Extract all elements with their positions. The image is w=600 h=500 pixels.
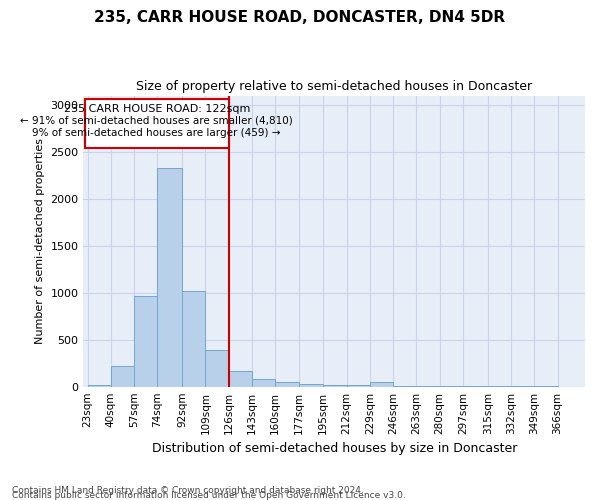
Bar — [85, 100, 229, 148]
Bar — [299, 384, 323, 386]
Text: 9% of semi-detached houses are larger (459) →: 9% of semi-detached houses are larger (4… — [32, 128, 281, 138]
Bar — [157, 168, 182, 386]
Bar — [275, 382, 299, 386]
Bar — [182, 291, 205, 386]
Bar — [205, 350, 229, 387]
Text: 235 CARR HOUSE ROAD: 122sqm: 235 CARR HOUSE ROAD: 122sqm — [64, 104, 250, 114]
Bar — [88, 385, 111, 386]
Text: 235, CARR HOUSE ROAD, DONCASTER, DN4 5DR: 235, CARR HOUSE ROAD, DONCASTER, DN4 5DR — [94, 10, 506, 25]
Text: Contains public sector information licensed under the Open Government Licence v3: Contains public sector information licen… — [12, 491, 406, 500]
Text: Contains HM Land Registry data © Crown copyright and database right 2024.: Contains HM Land Registry data © Crown c… — [12, 486, 364, 495]
Bar — [111, 366, 134, 386]
Bar — [134, 296, 157, 386]
Bar — [252, 379, 275, 386]
Bar — [323, 385, 347, 386]
Y-axis label: Number of semi-detached properties: Number of semi-detached properties — [35, 138, 45, 344]
Bar — [370, 382, 393, 386]
X-axis label: Distribution of semi-detached houses by size in Doncaster: Distribution of semi-detached houses by … — [152, 442, 517, 455]
Title: Size of property relative to semi-detached houses in Doncaster: Size of property relative to semi-detach… — [136, 80, 532, 93]
Bar — [229, 371, 252, 386]
Text: ← 91% of semi-detached houses are smaller (4,810): ← 91% of semi-detached houses are smalle… — [20, 116, 293, 126]
